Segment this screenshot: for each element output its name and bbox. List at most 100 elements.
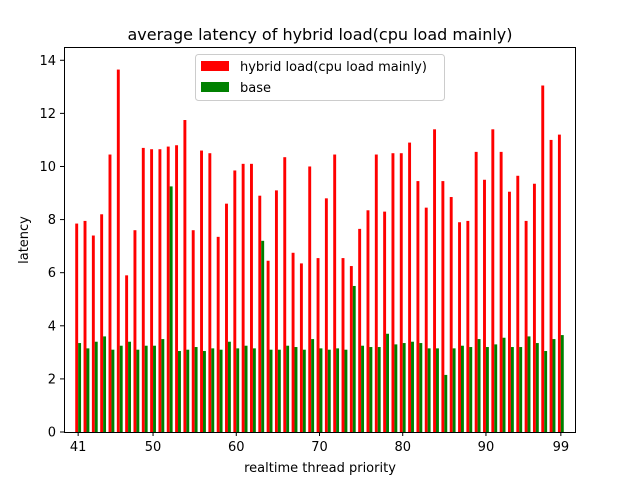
bar-base-92 bbox=[502, 337, 506, 432]
bar-hybrid-75 bbox=[358, 228, 362, 432]
bar-base-62 bbox=[252, 348, 256, 432]
legend: hybrid load(cpu load mainly) base bbox=[195, 54, 445, 101]
bar-hybrid-77 bbox=[374, 154, 378, 432]
bar-base-86 bbox=[452, 348, 456, 432]
y-tick-label: 4 bbox=[48, 319, 56, 334]
bar-hybrid-66 bbox=[283, 157, 287, 432]
bar-hybrid-92 bbox=[499, 151, 503, 432]
bar-base-70 bbox=[319, 348, 323, 432]
bar-base-94 bbox=[519, 347, 523, 432]
bar-base-81 bbox=[411, 341, 414, 432]
bar-base-89 bbox=[477, 339, 481, 432]
bar-base-72 bbox=[336, 348, 340, 432]
bar-base-90 bbox=[485, 347, 489, 432]
x-axis-label: realtime thread priority bbox=[244, 461, 396, 476]
bar-base-83 bbox=[427, 348, 431, 432]
x-tick-label: 70 bbox=[311, 440, 328, 455]
bar-base-58 bbox=[219, 349, 223, 432]
bar-base-80 bbox=[402, 343, 406, 432]
bar-hybrid-69 bbox=[308, 166, 312, 433]
bar-hybrid-88 bbox=[466, 220, 470, 432]
bar-base-68 bbox=[302, 349, 306, 432]
bar-hybrid-76 bbox=[366, 210, 370, 432]
bar-base-71 bbox=[327, 349, 331, 432]
chart-title: average latency of hybrid load(cpu load … bbox=[127, 25, 512, 44]
bar-base-52 bbox=[169, 186, 173, 432]
bar-hybrid-65 bbox=[274, 190, 278, 432]
y-tick-label: 10 bbox=[39, 160, 56, 175]
bar-base-65 bbox=[277, 349, 281, 432]
legend-frame bbox=[195, 54, 445, 101]
bar-hybrid-91 bbox=[491, 129, 495, 432]
bar-hybrid-98 bbox=[549, 139, 553, 432]
bar-base-96 bbox=[535, 343, 539, 432]
bar-base-59 bbox=[227, 341, 231, 432]
bar-hybrid-85 bbox=[441, 181, 445, 432]
bar-base-67 bbox=[294, 347, 298, 432]
bar-hybrid-58 bbox=[216, 236, 220, 432]
bar-base-99 bbox=[560, 335, 564, 432]
y-tick-label: 6 bbox=[48, 266, 56, 281]
bar-base-75 bbox=[361, 345, 365, 432]
bar-hybrid-43 bbox=[91, 235, 95, 432]
bars-group bbox=[75, 69, 564, 433]
bar-hybrid-82 bbox=[416, 181, 420, 432]
bar-hybrid-41 bbox=[75, 223, 79, 432]
bar-base-45 bbox=[111, 349, 115, 432]
bar-hybrid-62 bbox=[250, 163, 253, 432]
bar-base-55 bbox=[194, 347, 198, 432]
legend-label-hybrid: hybrid load(cpu load mainly) bbox=[240, 60, 427, 75]
bar-base-47 bbox=[128, 341, 131, 432]
bar-base-50 bbox=[153, 345, 156, 432]
x-tick-label: 90 bbox=[478, 440, 495, 455]
bar-hybrid-60 bbox=[233, 170, 237, 432]
bar-hybrid-71 bbox=[324, 198, 328, 432]
bar-base-98 bbox=[552, 339, 556, 432]
legend-swatch-hybrid bbox=[201, 61, 229, 71]
bar-hybrid-83 bbox=[424, 207, 428, 432]
bar-base-61 bbox=[244, 345, 248, 432]
bar-hybrid-56 bbox=[200, 150, 203, 433]
bar-base-54 bbox=[186, 349, 190, 432]
bar-base-69 bbox=[311, 339, 315, 432]
bar-base-74 bbox=[352, 285, 356, 432]
bar-hybrid-64 bbox=[266, 260, 270, 432]
bar-base-44 bbox=[103, 336, 107, 432]
bar-base-49 bbox=[144, 345, 148, 432]
x-tick-label: 80 bbox=[394, 440, 411, 455]
bar-base-93 bbox=[510, 347, 514, 432]
y-tick-label: 0 bbox=[48, 426, 56, 441]
y-axis-ticks: 0 2 4 6 8 10 12 14 bbox=[39, 54, 64, 441]
x-axis-ticks: 41 50 60 70 80 90 99 bbox=[70, 432, 569, 455]
bar-hybrid-51 bbox=[158, 149, 162, 432]
y-axis-label: latency bbox=[17, 216, 32, 264]
bar-hybrid-50 bbox=[150, 149, 154, 432]
bar-base-77 bbox=[377, 347, 381, 432]
bar-hybrid-94 bbox=[516, 175, 520, 432]
bar-base-51 bbox=[161, 339, 165, 432]
bar-hybrid-80 bbox=[399, 153, 403, 432]
bar-base-56 bbox=[202, 351, 206, 432]
bar-base-63 bbox=[261, 240, 265, 432]
y-tick-label: 2 bbox=[48, 372, 56, 387]
bar-base-85 bbox=[444, 374, 448, 432]
bar-hybrid-55 bbox=[191, 230, 195, 432]
x-tick-label: 41 bbox=[70, 440, 87, 455]
bar-hybrid-46 bbox=[116, 69, 120, 432]
bar-hybrid-74 bbox=[349, 266, 353, 432]
bar-base-60 bbox=[236, 348, 240, 432]
bar-hybrid-70 bbox=[316, 258, 320, 432]
y-tick-label: 12 bbox=[39, 107, 56, 122]
bar-hybrid-45 bbox=[108, 154, 112, 432]
bar-hybrid-93 bbox=[508, 191, 511, 432]
bar-hybrid-78 bbox=[383, 211, 387, 432]
bar-hybrid-99 bbox=[557, 134, 561, 432]
bar-hybrid-81 bbox=[408, 142, 412, 432]
bar-base-46 bbox=[119, 345, 123, 432]
bar-base-41 bbox=[78, 343, 82, 432]
bar-hybrid-53 bbox=[175, 145, 179, 433]
bar-hybrid-96 bbox=[532, 183, 536, 432]
bar-hybrid-90 bbox=[483, 179, 486, 432]
bar-hybrid-89 bbox=[474, 151, 478, 432]
